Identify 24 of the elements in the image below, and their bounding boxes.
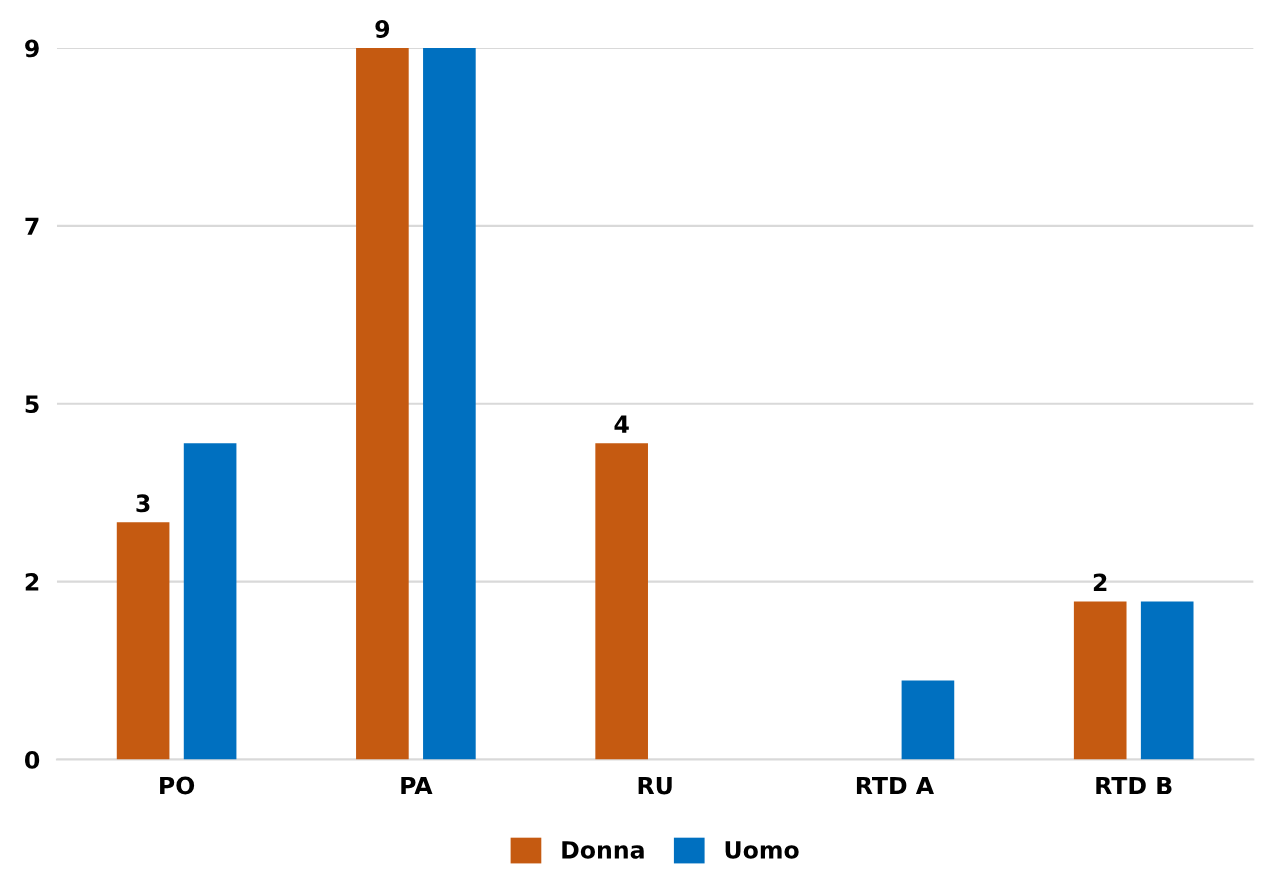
bar: [183, 443, 237, 760]
bar: [901, 680, 955, 760]
bar: [356, 48, 409, 760]
bar: [423, 48, 476, 760]
data-label: 4: [614, 415, 629, 433]
bar: [1073, 601, 1127, 760]
y-tick-label: 7: [25, 217, 39, 235]
bar: [1140, 601, 1194, 760]
y-tick-label: 2: [25, 573, 39, 591]
data-label: 2: [1093, 573, 1107, 591]
data-label: 3: [136, 494, 150, 513]
bar: [595, 443, 648, 760]
bar: [116, 522, 170, 760]
legend-label: Uomo: [725, 841, 799, 859]
y-tick-label: 0: [25, 750, 40, 769]
legend-label: Donna: [562, 841, 644, 859]
x-tick-label: RTD A: [856, 776, 934, 795]
x-tick-label: RU: [638, 776, 672, 795]
x-tick-label: RTD B: [1096, 776, 1172, 795]
y-tick-label: 9: [25, 39, 39, 58]
y-tick-label: 5: [25, 395, 39, 414]
x-tick-label: PO: [160, 776, 195, 795]
data-label: 9: [375, 20, 390, 38]
x-tick-label: PA: [401, 776, 433, 795]
